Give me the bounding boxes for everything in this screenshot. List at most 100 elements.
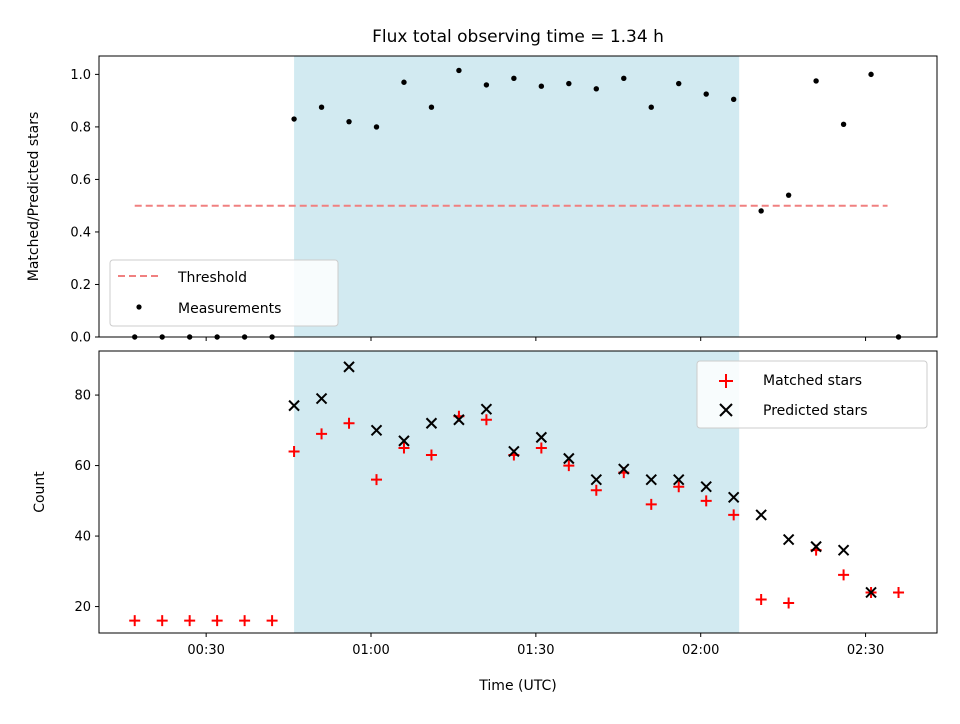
measurement-point [730,96,737,103]
top-x-axis-ticks [205,337,867,341]
matched-star-point [288,445,300,457]
top-y-axis-label: Matched/Predicted stars [26,112,42,282]
measurement-point [346,118,352,125]
predicted-stars-series [288,361,877,599]
measurement-point [621,75,627,82]
x-tick-label: 02:00 [682,643,719,658]
measurement-point [318,104,325,110]
x-tick-label: 01:30 [517,643,554,658]
y-tick-label: 20 [74,600,91,615]
predicted-star-point [370,424,383,437]
measurement-point [758,208,764,214]
measurement-point [676,80,682,87]
predicted-star-point [590,473,603,486]
measurement-point [511,75,517,82]
predicted-star-point [782,533,795,546]
matched-star-point [728,509,740,521]
predicted-star-point [425,417,438,429]
matched-star-point [343,417,355,429]
bottom-plot-frame [98,350,938,634]
matched-star-point [673,481,685,493]
measurement-point [566,80,572,87]
matched-star-point [316,428,328,440]
matched-star-point [211,615,223,627]
predicted-star-point [563,452,575,465]
y-tick-label: 40 [74,530,91,545]
matched-star-point [239,615,251,627]
y-tick-label: 0.8 [70,120,91,135]
measurement-point [428,104,435,110]
matched-star-point [645,498,657,510]
matched-star-point [480,414,492,426]
predicted-star-point [727,491,740,503]
predicted-star-point [343,361,355,373]
bottom-legend: Matched stars Predicted stars [696,360,928,429]
measurement-point [813,78,819,84]
legend-matched-swatch [719,374,733,388]
observing-interval-shade-top [294,56,740,337]
legend-measurements-swatch [136,304,142,310]
y-tick-label: 0.0 [70,331,91,346]
measurement-point [703,91,709,97]
matched-star-point [700,495,712,507]
matched-stars-series [129,410,905,627]
measurement-point [648,104,654,110]
y-tick-label: 1.0 [70,68,91,83]
chart-title: Flux total observing time = 1.34 h [372,27,664,47]
matched-star-point [266,615,278,627]
matched-star-point [535,442,547,454]
legend-predicted-label: Predicted stars [763,403,868,419]
measurements-series [132,67,902,340]
matched-star-point [371,474,383,486]
legend-predicted-swatch [719,403,733,417]
top-plot-frame [98,55,938,338]
predicted-star-point [508,445,520,458]
measurement-point [785,192,792,198]
measurement-point [291,116,297,122]
measurement-point [593,86,600,92]
measurement-point [373,124,380,130]
matched-star-point [783,597,795,609]
predicted-star-point [480,403,493,415]
matched-star-point [893,586,905,598]
matched-star-point [398,442,410,454]
observing-interval-shade-bottom [294,351,740,633]
predicted-star-point [837,544,850,556]
y-tick-label: 0.6 [70,173,91,188]
measurement-point [483,82,490,88]
predicted-star-point [673,473,685,486]
y-tick-label: 0.2 [70,278,91,293]
x-axis-label: Time (UTC) [478,678,556,694]
matched-star-point [838,569,850,581]
y-tick-label: 60 [74,459,91,474]
measurement-point [840,121,847,127]
matched-star-point [129,615,141,627]
measurement-point [538,83,545,89]
x-tick-label: 01:00 [352,643,389,658]
predicted-star-point [700,481,712,493]
matched-star-point [755,594,767,606]
legend-measurements-label: Measurements [178,301,281,317]
predicted-star-point [315,392,328,405]
predicted-star-point [288,399,300,412]
bottom-y-axis-ticks: 20 40 60 80 [74,389,99,615]
matched-star-point [590,484,602,496]
top-panel: 0.0 0.2 0.4 0.6 0.8 1.0 Matched/Predicted sta… [26,55,938,346]
x-tick-label: 00:30 [187,643,224,658]
measurement-point [868,71,874,78]
predicted-star-point [453,414,465,426]
x-tick-label: 02:30 [847,643,884,658]
matched-star-point [156,615,168,627]
y-tick-label: 80 [74,389,91,404]
legend-matched-label: Matched stars [763,373,862,389]
predicted-star-point [645,473,657,486]
predicted-star-point [618,463,630,475]
legend-threshold-label: Threshold [177,270,247,286]
top-y-axis-ticks: 0.0 0.2 0.4 0.6 0.8 1.0 [70,68,99,346]
predicted-star-point [810,540,822,553]
matched-star-point [184,615,196,627]
predicted-star-point [755,509,767,521]
measurement-point [401,79,407,85]
matched-star-point [563,460,575,472]
